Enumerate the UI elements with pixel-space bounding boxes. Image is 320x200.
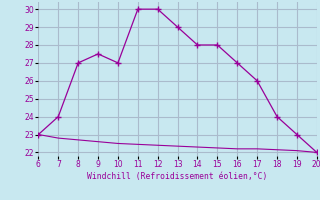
- X-axis label: Windchill (Refroidissement éolien,°C): Windchill (Refroidissement éolien,°C): [87, 172, 268, 181]
